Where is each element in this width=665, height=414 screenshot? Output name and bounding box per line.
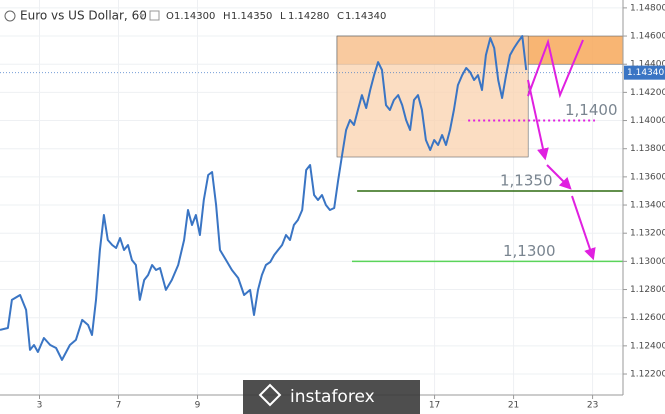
zones (336, 35, 624, 158)
level-label: 1,1300 (503, 242, 556, 260)
logo-box (243, 380, 420, 414)
forecast-arrow (571, 195, 596, 261)
ohlc-key: O (166, 11, 174, 22)
grid (0, 0, 623, 395)
x-tick-label: 21 (508, 401, 519, 411)
y-tick-label: 1.13400 (630, 201, 665, 211)
price-line (0, 35, 528, 361)
y-tick-label: 1.13600 (630, 172, 665, 182)
last-price-box (624, 65, 665, 80)
logo-icon (258, 383, 282, 407)
y-tick-label: 1.12400 (630, 341, 665, 351)
y-tick-label: 1.14200 (630, 88, 665, 98)
chart-title: Euro vs US Dollar, 60 (20, 9, 147, 23)
symbol-icon (4, 10, 16, 22)
axes: 1.14800 1.14600 1.14400 1.14200 1.14000 1.138… (0, 3, 665, 411)
x-tick-label: 17 (429, 401, 440, 411)
x-tick-label: 7 (116, 401, 122, 411)
y-tick-label: 1.14400 (630, 60, 665, 70)
ohlc-value: 1.14340 (345, 11, 386, 22)
ohlc-key: H (223, 11, 231, 22)
level-label: 1,1400 (565, 101, 618, 119)
y-tick-label: 1.12800 (630, 285, 665, 295)
ohlc-value: 1.14350 (231, 11, 272, 22)
x-tick-label: 23 (587, 401, 598, 411)
forecast-arrow (527, 79, 549, 161)
ohlc-key: C (337, 11, 344, 22)
header: Euro vs US Dollar, 60 O 1.14300 H 1.14350 L 1… (4, 9, 386, 23)
y-tick-label: 1.12600 (630, 313, 665, 323)
ohlc-value: 1.14300 (174, 11, 215, 22)
x-tick-label: 9 (195, 401, 201, 411)
last-price-label: 1.14340 (627, 68, 664, 78)
dropdown-icon (139, 14, 145, 18)
y-tick-label: 1.13200 (630, 229, 665, 239)
levels: 1,1400 1,1350 1,1300 (351, 101, 623, 263)
y-tick-label: 1.14600 (630, 32, 665, 42)
brand-logo: instaforex (243, 380, 420, 414)
forecast-path (527, 38, 584, 99)
ohlc-key: L (280, 11, 286, 22)
ohlc-value: 1.14280 (288, 11, 329, 22)
forecast-arrows (527, 38, 596, 261)
ohlc: O 1.14300 H 1.14350 L 1.14280 C 1.14340 (166, 11, 386, 22)
y-tick-label: 1.13000 (630, 257, 665, 267)
level-label: 1,1350 (500, 171, 553, 189)
y-tick-label: 1.14800 (630, 3, 665, 13)
y-tick-label: 1.14000 (630, 116, 665, 126)
y-tick-label: 1.13800 (630, 144, 665, 154)
y-tick-label: 1.12200 (630, 370, 665, 380)
toggle-icon (149, 10, 160, 21)
forecast-arrow (546, 164, 572, 190)
x-tick-label: 3 (37, 401, 43, 411)
zone (336, 35, 529, 158)
brand-name: instaforex (290, 387, 375, 407)
series (0, 35, 528, 361)
